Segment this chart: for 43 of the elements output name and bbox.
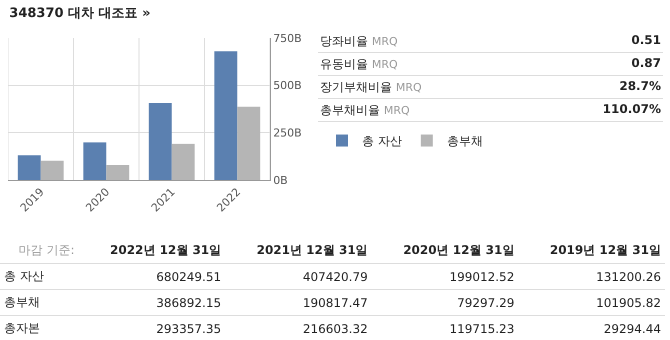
- y-tick-label: 0B: [273, 174, 288, 187]
- data-label: 79297.29: [372, 290, 518, 316]
- text: 28.7%: [619, 79, 661, 93]
- category-label: 2021년 12월 31일: [225, 238, 372, 264]
- data-label: 101905.82: [518, 290, 665, 316]
- data-label: 131200.26: [518, 264, 665, 290]
- data-label: 293357.35: [78, 316, 226, 340]
- text: 0.87: [631, 56, 661, 70]
- data-label: 216603.32: [225, 316, 372, 340]
- text: 총부채: [0, 290, 79, 316]
- data-label: 190817.47: [225, 290, 372, 316]
- data-label: 119715.23: [372, 316, 518, 340]
- data-label: 386892.15: [78, 290, 226, 316]
- category-label: 총부채비율 MRQ: [320, 102, 410, 119]
- category-label: 2022년 12월 31일: [78, 238, 226, 264]
- category-label: 2019년 12월 31일: [518, 238, 665, 264]
- y-tick-label: 750B: [273, 32, 302, 45]
- chart-title: 348370 대차 대조표 »: [9, 6, 151, 22]
- data-label: 199012.52: [372, 264, 518, 290]
- y-tick-label: 500B: [273, 79, 302, 92]
- data-label: 407420.79: [225, 264, 372, 290]
- text: 총자본: [0, 316, 79, 340]
- category-label: 2020년 12월 31일: [372, 238, 518, 264]
- bar: [214, 51, 238, 180]
- text: 0.51: [631, 33, 661, 47]
- text: 마감 기준:: [0, 238, 79, 264]
- y-tick-label: 250B: [273, 126, 302, 140]
- category-label: 유동비율 MRQ: [320, 56, 398, 73]
- bar: [106, 165, 130, 180]
- data-label: 680249.51: [78, 264, 226, 290]
- bar: [18, 155, 41, 180]
- bar: [172, 144, 195, 180]
- category-label: 당좌비율 MRQ: [320, 33, 398, 50]
- bar: [237, 106, 260, 180]
- bar: [83, 142, 106, 180]
- text: 총 자산: [0, 264, 79, 290]
- data-label: 29294.44: [518, 316, 665, 340]
- category-label: 장기부채비율 MRQ: [320, 79, 422, 96]
- bar: [40, 160, 64, 180]
- legend-label: 총부채: [446, 134, 483, 148]
- text: 110.07%: [602, 102, 661, 116]
- bar: [148, 102, 172, 180]
- legend-label: 총 자산: [362, 134, 402, 148]
